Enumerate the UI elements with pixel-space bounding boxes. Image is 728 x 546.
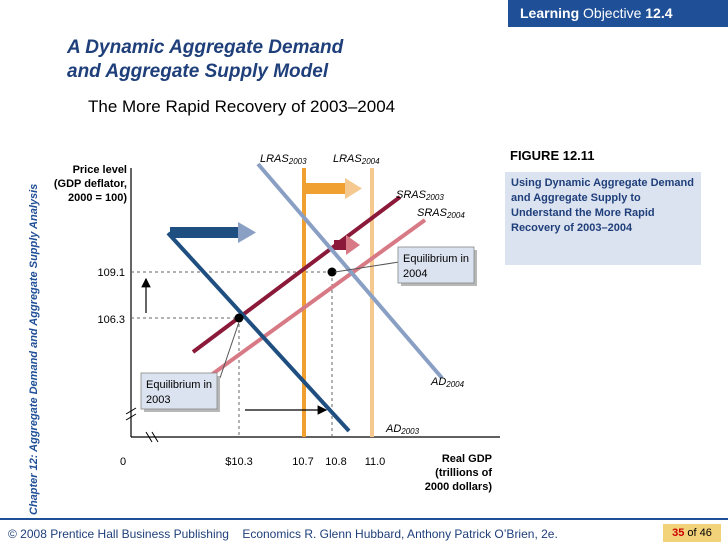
ad-2003-curve (166, 231, 351, 433)
callout-2003-line-2: 2003 (146, 394, 170, 406)
lras-2003-label: LRAS2003 (260, 153, 307, 166)
y-axis-label-line-3: 2000 = 100) (68, 192, 127, 204)
figure-caption: Using Dynamic Aggregate Demand and Aggre… (505, 172, 701, 265)
callout-2004-line-2: 2004 (403, 268, 427, 280)
lras-2004-label: LRAS2004 (333, 153, 380, 166)
sras-2004-curve (205, 218, 427, 380)
sras-2003-label: SRAS2003 (396, 189, 444, 202)
title-line-1: A Dynamic Aggregate Demand (67, 37, 344, 58)
ad-2003-label: AD2003 (385, 423, 420, 436)
equilibrium-2003-point (234, 313, 244, 323)
footer-divider (0, 518, 728, 520)
x-axis-label-line-3: 2000 dollars) (425, 481, 493, 493)
page-number-box: 35 of 46 (663, 524, 721, 542)
ad-shift-arrow-body (170, 227, 238, 238)
callout-2004-line-1: Equilibrium in (403, 253, 469, 265)
x-axis-label-line-2: (trillions of (435, 467, 492, 479)
slide-title: A Dynamic Aggregate Demand and Aggregate… (67, 36, 343, 84)
price-tick-109-1: 109.1 (97, 267, 125, 279)
callout-2003-pointer (219, 321, 240, 379)
gdp-tick-0: 0 (120, 456, 126, 468)
title-line-2: and Aggregate Supply Model (67, 61, 329, 82)
gdp-tick-10-3: $10.3 (225, 456, 253, 468)
callout-2003-line-1: Equilibrium in (146, 379, 212, 391)
lras-shift-arrow-head (345, 178, 362, 199)
gdp-tick-11-0: 11.0 (365, 456, 386, 468)
callout-2003-box (140, 372, 218, 410)
lras-shift-arrow-body (305, 183, 345, 194)
ad-2004-label: AD2004 (430, 376, 465, 389)
y-axis-label-line-2: (GDP deflator, (54, 178, 127, 190)
gdp-tick-10-8: 10.8 (325, 456, 346, 468)
callout-2004-box (397, 246, 475, 284)
equilibrium-2004-point (327, 267, 337, 277)
page-total: of 46 (687, 527, 712, 539)
sras-shift-arrow-head (346, 235, 360, 255)
badge-text: Objective (583, 5, 642, 21)
gdp-tick-10-7: 10.7 (292, 456, 313, 468)
callout-2004-pointer (334, 261, 400, 273)
y-axis-break (125, 407, 137, 421)
sras-2003-curve (191, 195, 402, 354)
footer-book: Economics R. Glenn Hubbard, Anthony Patr… (242, 527, 558, 541)
x-axis-label-line-1: Real GDP (442, 453, 492, 465)
figure-label: FIGURE 12.11 (510, 148, 595, 163)
slide-subtitle: The More Rapid Recovery of 2003–2004 (88, 97, 396, 116)
badge-number: 12.4 (645, 5, 673, 21)
price-tick-106-3: 106.3 (97, 314, 125, 326)
sras-2004-label: SRAS2004 (417, 207, 465, 220)
x-axis-break (145, 431, 159, 443)
y-axis-label-line-1: Price level (73, 164, 127, 176)
badge-bold: Learning (520, 5, 580, 21)
learning-objective-badge: Learning Objective 12.4 (508, 0, 728, 27)
footer-publisher: © 2008 Prentice Hall Business Publishing (8, 527, 229, 541)
ad-2004-curve (256, 162, 444, 380)
ad-shift-arrow-head (238, 222, 256, 243)
page-number: 35 (672, 527, 685, 539)
sras-shift-arrow-body (334, 240, 346, 250)
footer-text: © 2008 Prentice Hall Business Publishing… (8, 527, 558, 541)
